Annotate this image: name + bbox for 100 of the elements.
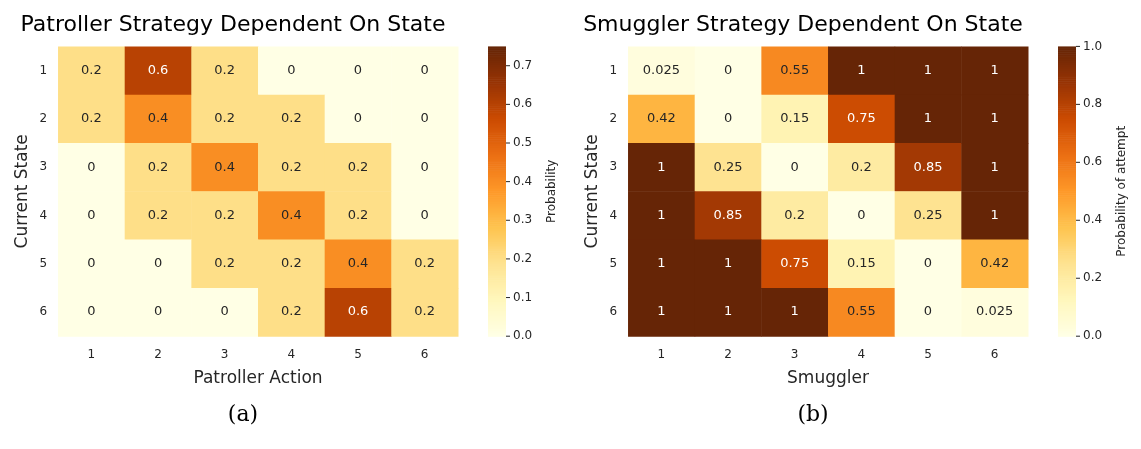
- x-tick-label: 4: [287, 346, 296, 361]
- data-label: 0.55: [780, 61, 810, 77]
- data-label: 0.2: [281, 110, 302, 126]
- y-tick-label: 2: [39, 110, 48, 125]
- data-label: 0.2: [147, 158, 169, 174]
- data-label: 0: [87, 303, 96, 319]
- data-label: 0.42: [980, 255, 1010, 271]
- data-label: 0.75: [846, 110, 876, 126]
- data-label: 0.2: [147, 206, 169, 222]
- y-tick-label: 2: [609, 110, 618, 125]
- text: (b): [797, 401, 829, 426]
- y-tick-label: 6: [609, 304, 618, 319]
- data-label: 0.2: [214, 255, 236, 271]
- data-label: 0: [153, 303, 163, 319]
- y-tick-label: 5: [39, 255, 48, 270]
- data-label: 0: [923, 255, 933, 271]
- x-tick-label: 1: [657, 346, 666, 361]
- data-label: 0.2: [851, 158, 872, 174]
- color-bar-label: 0.6: [513, 96, 533, 111]
- chart-title: Patroller Strategy Dependent On State: [20, 10, 446, 36]
- color-bar-title: Probability: [544, 159, 559, 224]
- data-label: 1: [857, 61, 866, 77]
- data-label: 0: [353, 61, 363, 77]
- y-tick-label: 6: [39, 304, 48, 319]
- data-label: 0.85: [713, 206, 743, 222]
- x-tick-label: 6: [420, 346, 429, 361]
- data-label: 0: [420, 206, 429, 222]
- chart-title: Smuggler Strategy Dependent On State: [583, 10, 1023, 36]
- data-label: 0: [420, 158, 429, 174]
- data-label: 0.2: [81, 110, 102, 126]
- data-label: 0: [723, 61, 733, 77]
- data-label: 0.4: [281, 206, 302, 222]
- x-tick-label: 3: [220, 346, 229, 361]
- color-bar-label: 1.0: [1083, 38, 1103, 53]
- data-label: 0: [220, 303, 229, 319]
- data-label: 1: [657, 303, 666, 319]
- x-tick-label: 2: [154, 346, 162, 361]
- data-label: 1: [990, 61, 999, 77]
- x-tick-label: 5: [354, 346, 362, 361]
- data-label: 0.2: [347, 158, 369, 174]
- data-label: 0.2: [784, 206, 806, 222]
- data-label: 0.55: [846, 303, 876, 319]
- data-label: 0.2: [214, 110, 236, 126]
- x-tick-label: 3: [790, 346, 799, 361]
- data-label: 1: [990, 158, 999, 174]
- y-tick-label: 3: [609, 159, 618, 174]
- x-tick-label: 4: [857, 346, 866, 361]
- data-label: 0.75: [780, 255, 810, 271]
- data-label: 1: [923, 110, 933, 126]
- data-label: 0.2: [81, 61, 102, 77]
- color-bar-label: 0.2: [513, 251, 533, 266]
- data-label: 0.25: [913, 206, 943, 222]
- data-label: 0.2: [281, 158, 302, 174]
- data-label: 0: [923, 303, 933, 319]
- data-label: 0: [857, 206, 866, 222]
- text: (a): [227, 401, 259, 426]
- color-bar-label: 0.1: [513, 289, 533, 304]
- data-label: 0: [87, 255, 96, 271]
- data-label: 1: [790, 303, 799, 319]
- y-axis-title: Current State: [580, 134, 601, 249]
- y-axis-title: Current State: [10, 134, 31, 249]
- data-label: 1: [923, 61, 933, 77]
- y-tick-label: 5: [609, 255, 618, 270]
- data-label: 0.2: [414, 303, 436, 319]
- data-label: 0.6: [147, 61, 169, 77]
- data-label: 0.6: [347, 303, 369, 319]
- data-label: 0: [87, 158, 96, 174]
- data-label: 0.4: [214, 158, 236, 174]
- data-label: 0.2: [347, 206, 369, 222]
- color-bar-label: 0.3: [513, 212, 533, 227]
- x-tick-label: 2: [724, 346, 732, 361]
- y-tick-label: 4: [39, 207, 48, 222]
- y-tick-label: 1: [609, 62, 618, 77]
- y-tick-label: 1: [39, 62, 48, 77]
- data-label: 0: [153, 255, 163, 271]
- color-bar-label: 0.7: [513, 57, 533, 72]
- data-label: 0.025: [976, 303, 1014, 319]
- data-label: 0: [353, 110, 363, 126]
- data-label: 0.4: [147, 110, 169, 126]
- color-bar-label: 0.5: [513, 135, 533, 150]
- data-label: 0: [420, 110, 429, 126]
- color-bar-label: 0.8: [1083, 96, 1103, 111]
- data-label: 1: [723, 303, 733, 319]
- data-label: 0.2: [414, 255, 436, 271]
- color-bar-label: 0.2: [1083, 270, 1103, 285]
- data-label: 0: [790, 158, 799, 174]
- color-bar-label: 0.0: [1083, 328, 1103, 343]
- data-label: 0.2: [214, 206, 236, 222]
- x-axis-title: Patroller Action: [193, 367, 323, 388]
- data-label: 0.4: [347, 255, 369, 271]
- x-tick-label: 5: [924, 346, 932, 361]
- data-label: 0.15: [780, 110, 810, 126]
- data-label: 0.15: [846, 255, 876, 271]
- data-label: 0.025: [642, 61, 680, 77]
- data-label: 0: [723, 110, 733, 126]
- color-bar-label: 0.0: [513, 328, 533, 343]
- x-tick-label: 6: [990, 346, 999, 361]
- data-label: 0.42: [646, 110, 676, 126]
- data-label: 0.85: [913, 158, 943, 174]
- color-bar-label: 0.4: [513, 173, 533, 188]
